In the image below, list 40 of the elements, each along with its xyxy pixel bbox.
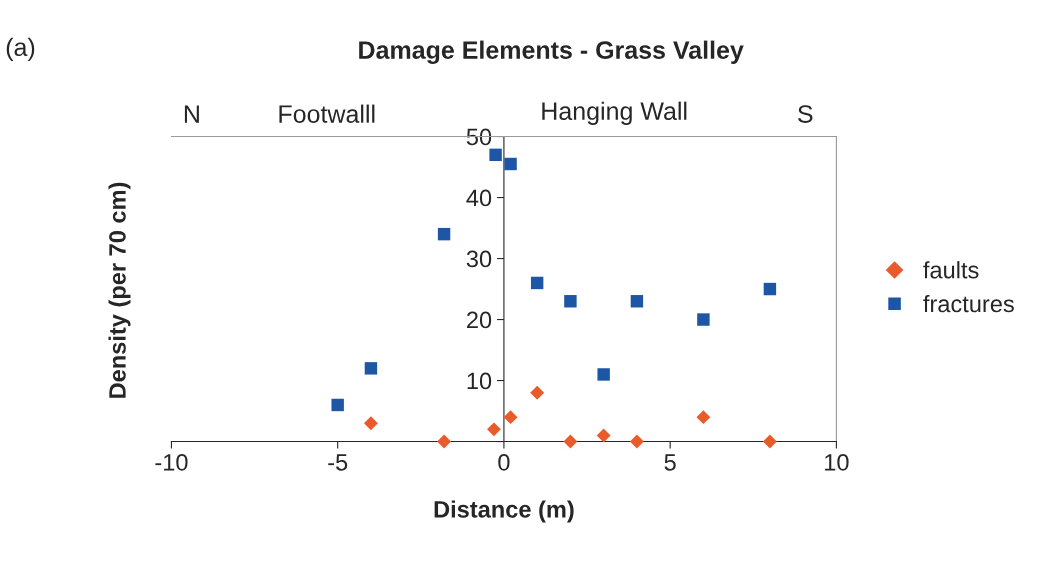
text: Hanging Wall xyxy=(542,101,687,125)
y-axis-title: Density (per 70 cm) xyxy=(108,182,131,398)
point xyxy=(763,282,777,296)
point xyxy=(564,295,577,308)
y-tick-label: 40 xyxy=(466,189,492,207)
chart-title: Damage Elements - Grass Valley xyxy=(359,40,744,64)
point xyxy=(437,434,452,449)
point xyxy=(696,410,711,425)
text: Footwalll xyxy=(279,104,375,123)
y-tick-label: 20 xyxy=(467,311,492,329)
x-tick-label: 10 xyxy=(825,453,849,471)
point xyxy=(503,410,518,425)
point xyxy=(530,276,544,290)
point xyxy=(629,434,644,449)
y-tick-label: 10 xyxy=(467,372,492,390)
text: S xyxy=(798,105,813,123)
point xyxy=(630,295,644,308)
point xyxy=(596,428,611,443)
point xyxy=(437,227,451,241)
x-tick-label: -10 xyxy=(155,453,188,471)
legend-label: fractures xyxy=(923,294,1014,313)
point xyxy=(331,398,344,412)
y-tick-label: 30 xyxy=(466,250,492,268)
x-axis-title: Distance (m) xyxy=(434,500,574,523)
x-tick-label: 5 xyxy=(664,454,676,471)
point xyxy=(762,434,777,449)
legend-label: faults xyxy=(923,261,979,279)
text: N xyxy=(184,105,199,123)
point xyxy=(597,368,610,381)
point xyxy=(487,422,501,437)
x-tick-label: 0 xyxy=(498,453,510,471)
point xyxy=(364,362,378,375)
text: (a) xyxy=(6,37,35,62)
point xyxy=(489,148,502,162)
x-tick-label: -5 xyxy=(328,454,348,471)
point xyxy=(504,157,517,171)
point xyxy=(563,434,578,449)
point xyxy=(530,385,545,400)
point xyxy=(697,313,710,326)
point xyxy=(363,416,378,431)
